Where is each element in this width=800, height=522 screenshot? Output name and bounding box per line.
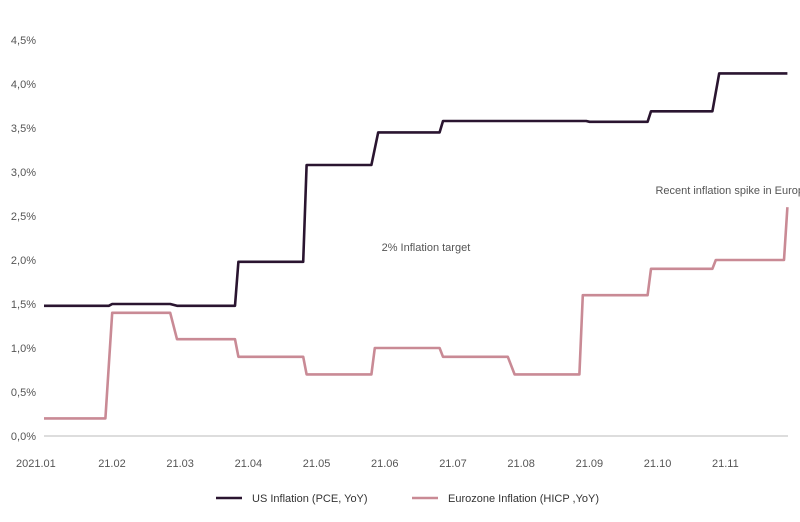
x-tick-label: 21.03 [166,458,194,470]
annotation-layer: 2% Inflation target Recent inflation spik… [382,185,800,254]
y-tick-label: 2,5% [11,211,36,223]
y-tick-label: 0,5% [11,387,36,399]
legend: US Inflation (PCE, YoY) Eurozone Inflatio… [216,493,599,505]
chart-annotation: Recent inflation spike in Europe [655,185,800,197]
x-tick-label: 21.09 [576,458,604,470]
y-tick-label: 2,0% [11,255,36,267]
legend-label: Eurozone Inflation (HICP ,YoY) [448,493,599,505]
y-tick-label: 1,0% [11,343,36,355]
series-line-0 [44,72,788,308]
x-tick-label: 21.11 [712,458,739,470]
x-tick-label: 21.08 [507,458,535,470]
y-tick-label: 4,5% [11,35,36,47]
x-tick-label: 21.10 [644,458,672,470]
legend-label: US Inflation (PCE, YoY) [252,493,368,505]
y-tick-label: 1,5% [11,299,36,311]
y-tick-label: 4,0% [11,79,36,91]
x-tick-label: 21.02 [98,458,126,470]
y-tick-label: 0,0% [11,431,36,443]
series-line-1 [44,207,789,420]
x-tick-label: 21.06 [371,458,399,470]
x-tick-label: 21.07 [439,458,467,470]
y-tick-label: 3,0% [11,167,36,179]
x-tick-label: 2021.01 [16,458,56,470]
x-tick-label: 21.04 [235,458,263,470]
x-tick-label: 21.05 [303,458,331,470]
chart-annotation: 2% Inflation target [382,242,471,254]
series-layer [44,72,789,420]
x-axis: 2021.01 21.02 21.03 21.04 21.05 21.06 21.07 21.… [16,435,788,470]
y-axis: 0,0% 0,5% 1,0% 1,5% 2,0% 2,5% 3,0% 3,5% 4,0% 4,5% [11,35,36,443]
y-tick-label: 3,5% [11,123,36,135]
